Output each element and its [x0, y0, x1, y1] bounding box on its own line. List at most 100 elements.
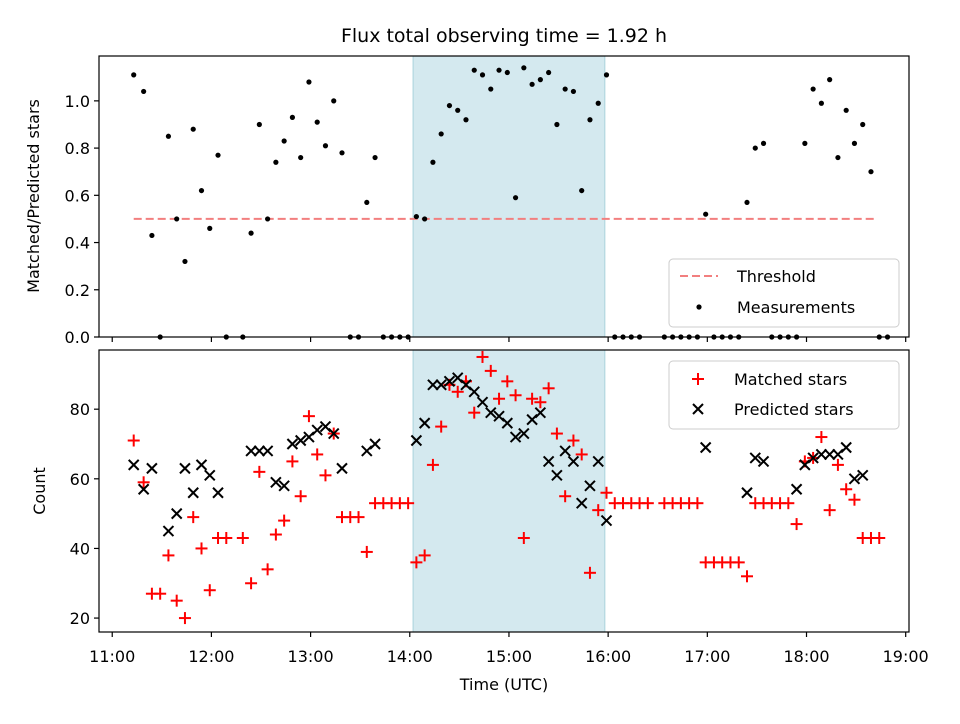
predicted-star-point: [551, 469, 563, 482]
measurement-point: [198, 187, 205, 194]
measurements-legend-swatch: [696, 304, 702, 310]
measurement-point: [488, 86, 494, 92]
xtick-label: 14:00: [387, 647, 433, 666]
predicted-star-point: [204, 469, 216, 482]
matched-star-point: [294, 490, 307, 503]
matched-star-point: [203, 584, 216, 597]
predicted-star-point: [410, 434, 423, 447]
matched-star-point: [517, 532, 530, 544]
predicted-star-point: [741, 487, 753, 499]
measurement-point: [802, 140, 808, 146]
measurement-point: [521, 65, 527, 71]
matched-star-point: [509, 389, 522, 402]
xtick-label: 17:00: [684, 647, 730, 666]
measurement-point: [265, 216, 271, 222]
predicted-star-point: [501, 417, 514, 429]
measurement-point: [190, 126, 196, 132]
observing-window-shade: [412, 55, 606, 338]
predicted-star-point: [311, 424, 323, 436]
measurement-point: [471, 67, 477, 73]
measurement-point: [372, 154, 378, 161]
measurement-point: [703, 211, 709, 217]
predicted-star-point: [848, 473, 861, 485]
predicted-star-point: [575, 497, 588, 509]
measurement-point: [810, 86, 816, 92]
matched-star-point: [410, 556, 423, 569]
predicted-star-point: [212, 487, 224, 499]
matched-star-point: [600, 486, 613, 499]
matched-star-point: [253, 465, 266, 478]
predicted-star-point: [253, 445, 266, 457]
predicted-star-point: [336, 462, 348, 475]
predicted-star-point: [476, 396, 489, 408]
matched-star-point: [451, 385, 464, 398]
predicted-star-point: [584, 480, 596, 492]
matched-star-point: [848, 493, 861, 506]
ratio-ytick-label: 0.0: [65, 328, 90, 347]
predicted-star-point: [286, 438, 299, 450]
measurement-point: [570, 88, 577, 95]
predicted-star-point: [195, 459, 208, 471]
xtick-label: 11:00: [89, 647, 135, 666]
measurement-point: [289, 114, 296, 120]
count-legend: Matched stars Predicted stars: [668, 360, 900, 430]
predicted-legend-swatch: [692, 403, 704, 415]
xtick-label: 15:00: [486, 647, 532, 666]
measurement-point: [207, 225, 213, 231]
predicted-star-point: [790, 483, 803, 495]
matched-star-point: [286, 455, 299, 468]
matched-star-point: [575, 448, 588, 461]
predicted-star-point: [418, 417, 431, 429]
matched-star-point: [360, 545, 373, 558]
matched-star-point: [815, 431, 828, 444]
measurement-point: [529, 81, 535, 87]
matched-star-point: [493, 392, 506, 405]
measurement-point: [165, 133, 172, 139]
predicted-star-point: [468, 386, 480, 398]
count-panel-frame: [98, 349, 910, 633]
predicted-star-point: [559, 445, 571, 457]
measurement-point: [339, 150, 345, 156]
matched-star-point: [261, 563, 274, 576]
matched-star-point: [691, 497, 704, 510]
measurement-point: [306, 79, 312, 85]
measurement-point: [851, 140, 858, 146]
observing-window-shade: [412, 349, 606, 633]
measurement-point: [364, 199, 370, 206]
measurements-legend-label: Measurements: [737, 298, 855, 317]
measurement-point: [430, 159, 436, 165]
count-ytick-label: 80: [70, 400, 90, 419]
matched-star-point: [278, 514, 291, 527]
matched-star-point: [526, 392, 539, 405]
matched-star-point: [534, 396, 547, 409]
matched-star-point: [641, 497, 654, 510]
count-ytick-label: 40: [70, 539, 90, 558]
measurement-point: [860, 121, 866, 128]
matched-star-point: [840, 483, 853, 496]
measurement-point: [438, 131, 444, 137]
matched-star-point: [154, 587, 167, 600]
predicted-star-point: [427, 379, 439, 391]
ratio-ytick-label: 0.4: [65, 234, 90, 253]
predicted-star-point: [485, 406, 497, 419]
matched-star-point: [178, 612, 191, 625]
measurement-point: [603, 72, 610, 78]
measurement-point: [182, 258, 188, 265]
predicted-legend-label: Predicted stars: [734, 400, 854, 419]
predicted-star-point: [162, 525, 175, 537]
matched-star-point: [187, 511, 200, 524]
matched-star-point: [302, 410, 315, 423]
measurement-point: [496, 67, 502, 73]
measurement-point: [595, 100, 601, 106]
predicted-star-point: [509, 431, 522, 443]
predicted-star-point: [815, 448, 828, 461]
predicted-star-point: [840, 441, 852, 454]
matched-star-point: [319, 469, 332, 482]
measurement-point: [455, 107, 461, 113]
matched-star-point: [426, 458, 439, 471]
matched-star-point: [127, 434, 140, 447]
matched-star-point: [542, 382, 555, 395]
measurement-point: [141, 88, 147, 95]
matched-star-point: [435, 420, 448, 433]
